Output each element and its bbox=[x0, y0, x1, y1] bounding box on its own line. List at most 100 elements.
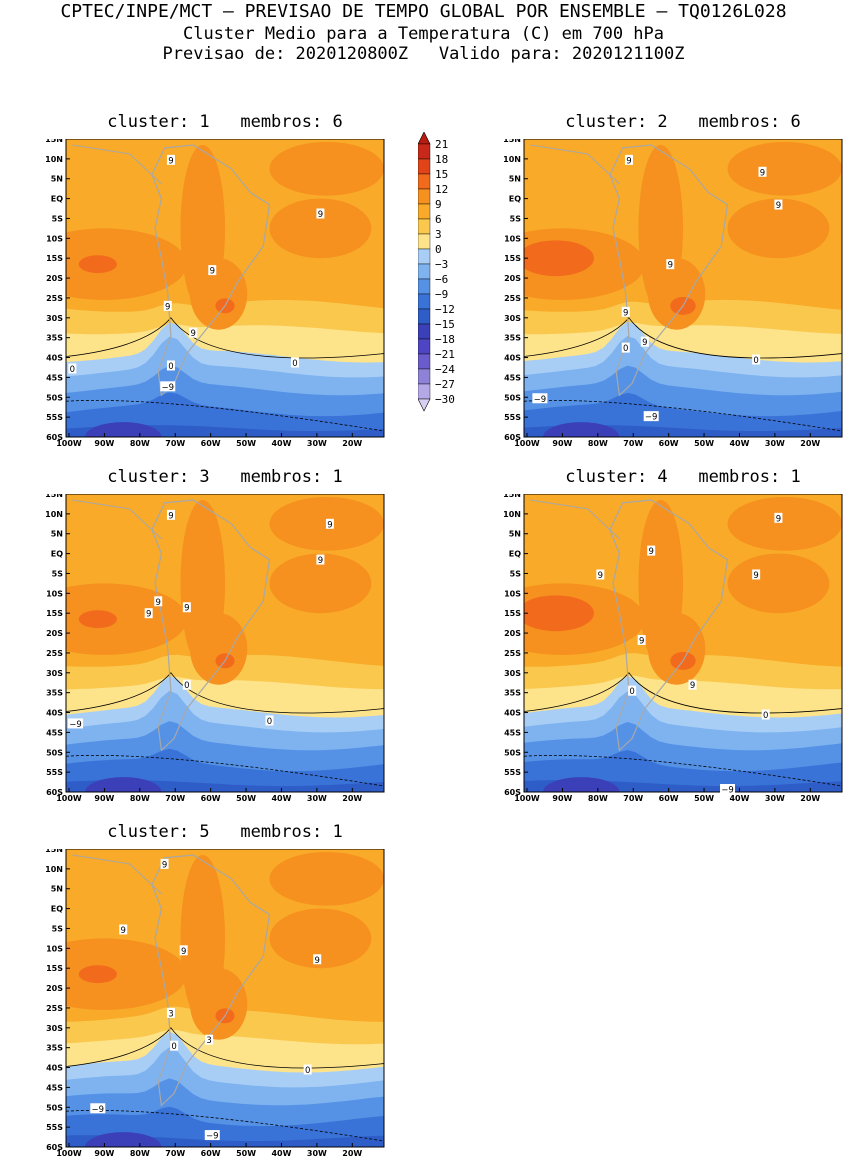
colorbar-label: −6 bbox=[435, 273, 448, 286]
lon-tick-label: 50W bbox=[236, 439, 256, 448]
lat-tick-label: 40S bbox=[504, 354, 521, 363]
lon-tick-label: 30W bbox=[765, 794, 785, 803]
lat-tick-label: 60S bbox=[504, 433, 521, 442]
lat-tick-label: 5N bbox=[51, 885, 63, 894]
lat-tick-label: 60S bbox=[46, 1143, 63, 1152]
contour-label: 0 bbox=[292, 359, 297, 369]
lat-tick-label: 15S bbox=[46, 964, 63, 973]
colorbar-label: −18 bbox=[435, 333, 455, 346]
lat-tick-label: 20S bbox=[46, 629, 63, 638]
contour-label: 0 bbox=[753, 356, 758, 366]
contour-label: 0 bbox=[267, 717, 272, 727]
lon-tick-label: 40W bbox=[729, 794, 749, 803]
cluster-map: 15N 10N 5N EQ 5S 10S 15S 20S 25S 30S 35S 40S 45S 50S 5… bbox=[45, 849, 385, 1158]
lon-tick-label: 90W bbox=[94, 439, 114, 448]
lat-tick-label: 40S bbox=[46, 354, 63, 363]
lon-tick-label: 90W bbox=[94, 1149, 114, 1158]
lat-tick-label: 35S bbox=[46, 1044, 63, 1053]
lat-tick-label: 10S bbox=[504, 589, 521, 598]
lat-tick-label: 45S bbox=[46, 373, 63, 382]
temperature-colorbar: 21 18 15 12 9 6 3 0 −3 −6 −9 −12 −15 −18 −21 −24 −27 −30 bbox=[418, 132, 455, 412]
lat-tick-label: 10S bbox=[46, 944, 63, 953]
colorbar-label: −27 bbox=[435, 378, 455, 391]
lat-tick-label: 40S bbox=[46, 1064, 63, 1073]
lon-tick-label: 40W bbox=[271, 439, 291, 448]
panel-title: cluster: 5 membros: 1 bbox=[107, 822, 343, 842]
lon-tick-label: 100W bbox=[56, 439, 82, 448]
lat-tick-label: EQ bbox=[509, 195, 521, 204]
contour-label: 9 bbox=[190, 329, 195, 339]
lat-tick-label: 35S bbox=[504, 689, 521, 698]
lat-tick-label: 10S bbox=[504, 234, 521, 243]
contour-label: 9 bbox=[165, 302, 170, 312]
contour-label: 9 bbox=[776, 201, 781, 211]
lon-tick-label: 70W bbox=[165, 439, 185, 448]
lon-tick-label: 90W bbox=[552, 439, 572, 448]
lat-tick-label: 30S bbox=[46, 1024, 63, 1033]
figure-subtitle: Cluster Medio para a Temperatura (C) em … bbox=[182, 24, 665, 44]
colorbar-label: 9 bbox=[435, 198, 442, 211]
contour-label: 9 bbox=[121, 926, 126, 936]
contour-label: −9 bbox=[92, 1105, 105, 1115]
colorbar-label: −3 bbox=[435, 258, 448, 271]
lat-tick-label: 10S bbox=[46, 234, 63, 243]
colorbar-label: −21 bbox=[435, 348, 455, 361]
lat-tick-label: 50S bbox=[504, 748, 521, 757]
lon-tick-label: 30W bbox=[307, 1149, 327, 1158]
lat-tick-label: 35S bbox=[504, 334, 521, 343]
lon-tick-label: 100W bbox=[514, 439, 540, 448]
lon-tick-label: 60W bbox=[659, 794, 679, 803]
lat-tick-label: 5S bbox=[510, 214, 522, 223]
lat-tick-label: 5S bbox=[52, 214, 64, 223]
lat-tick-label: 15S bbox=[504, 254, 521, 263]
contour-label: 9 bbox=[162, 860, 167, 870]
contour-label: −9 bbox=[161, 383, 174, 393]
cluster-map: 15N 10N 5N EQ 5S 10S 15S 20S 25S 30S 35S 40S 45S 50S 5… bbox=[503, 494, 843, 803]
contour-label: 9 bbox=[168, 156, 173, 166]
lat-tick-label: 30S bbox=[504, 669, 521, 678]
lat-tick-label: 10N bbox=[503, 510, 521, 519]
cluster-map: 15N 10N 5N EQ 5S 10S 15S 20S 25S 30S 35S 40S 45S 50S 5… bbox=[503, 139, 843, 448]
contour-label: 0 bbox=[171, 1042, 176, 1052]
lat-tick-label: 50S bbox=[504, 393, 521, 402]
contour-label: 9 bbox=[776, 514, 781, 524]
lat-tick-label: 15N bbox=[503, 494, 521, 499]
lat-tick-label: 60S bbox=[46, 433, 63, 442]
lat-tick-label: 45S bbox=[46, 728, 63, 737]
contour-label: 0 bbox=[184, 681, 189, 691]
contour-label: −9 bbox=[645, 413, 658, 423]
lon-tick-label: 70W bbox=[623, 439, 643, 448]
contour-label: 9 bbox=[210, 267, 215, 277]
lon-tick-label: 40W bbox=[271, 1149, 291, 1158]
contour-label: 9 bbox=[146, 610, 151, 620]
contour-label: 9 bbox=[156, 598, 161, 608]
lat-tick-label: 20S bbox=[504, 629, 521, 638]
colorbar-label: −30 bbox=[435, 393, 455, 406]
figure-title: CPTEC/INPE/MCT – PREVISAO DE TEMPO GLOBA… bbox=[60, 1, 787, 22]
lat-tick-label: 15N bbox=[45, 494, 63, 499]
contour-label: 9 bbox=[184, 604, 189, 614]
lon-tick-label: 30W bbox=[765, 439, 785, 448]
lon-tick-label: 80W bbox=[130, 794, 150, 803]
lon-tick-label: 20W bbox=[342, 439, 362, 448]
lon-tick-label: 60W bbox=[659, 439, 679, 448]
lat-tick-label: 20S bbox=[46, 984, 63, 993]
lat-tick-label: 55S bbox=[46, 768, 63, 777]
contour-label: 0 bbox=[623, 344, 628, 354]
lat-tick-label: 25S bbox=[504, 294, 521, 303]
lon-tick-label: 40W bbox=[729, 439, 749, 448]
lon-tick-label: 100W bbox=[56, 794, 82, 803]
lon-tick-label: 20W bbox=[800, 794, 820, 803]
lon-tick-label: 90W bbox=[94, 794, 114, 803]
colorbar-label: −9 bbox=[435, 288, 448, 301]
lon-tick-label: 30W bbox=[307, 794, 327, 803]
lon-tick-label: 60W bbox=[201, 794, 221, 803]
lon-tick-label: 20W bbox=[342, 1149, 362, 1158]
contour-label: 0 bbox=[168, 362, 173, 372]
cluster-map: 15N 10N 5N EQ 5S 10S 15S 20S 25S 30S 35S 40S 45S 50S 5… bbox=[45, 494, 385, 803]
lat-tick-label: 45S bbox=[504, 728, 521, 737]
lat-tick-label: 50S bbox=[46, 393, 63, 402]
lon-tick-label: 60W bbox=[201, 439, 221, 448]
colorbar-label: −15 bbox=[435, 318, 455, 331]
lat-tick-label: 15N bbox=[503, 139, 521, 144]
